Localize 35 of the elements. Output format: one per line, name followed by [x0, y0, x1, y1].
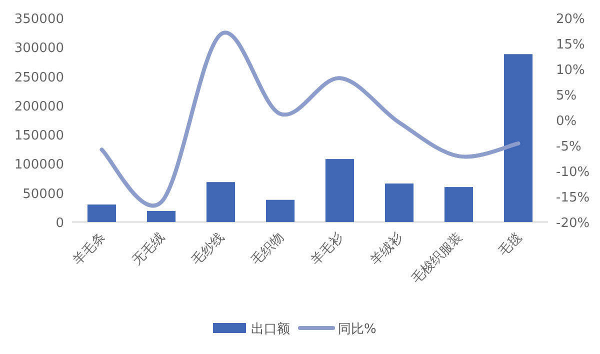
- y-tick-label: 100000: [14, 158, 64, 173]
- bar: [87, 204, 116, 222]
- bar: [504, 54, 533, 222]
- y2-tick-label: -10%: [556, 165, 590, 180]
- y2-tick-label: -5%: [556, 140, 582, 154]
- bar: [206, 182, 236, 222]
- x-tick-label: 羊毛条: [70, 230, 109, 268]
- bar: [444, 187, 474, 222]
- y-tick-label: 150000: [14, 128, 64, 144]
- y2-tick-label: 0%: [556, 114, 577, 129]
- y2-tick-label: -15%: [556, 190, 590, 206]
- legend-label: 出口额: [251, 322, 290, 337]
- x-tick-label: 毛梭织服装: [409, 230, 466, 287]
- x-tick-label: 无毛绒: [130, 230, 168, 268]
- y-tick-label: 300000: [14, 41, 64, 56]
- x-tick-label: 羊绒衫: [368, 230, 406, 268]
- y-tick-label: 350000: [14, 12, 64, 27]
- x-tick-label: 毛毯: [496, 230, 526, 260]
- y2-tick-label: 20%: [556, 12, 585, 27]
- legend-label: 同比%: [338, 322, 376, 337]
- y-tick-label: 250000: [14, 70, 64, 86]
- y-tick-label: 0: [56, 216, 64, 231]
- x-tick-label: 毛纱线: [189, 230, 228, 268]
- x-tick-label: 羊毛衫: [308, 230, 347, 268]
- x-tick-label: 毛织物: [248, 230, 288, 268]
- bar: [325, 159, 354, 222]
- bar: [146, 210, 176, 222]
- y2-tick-label: -20%: [556, 216, 590, 231]
- y2-tick-label: 5%: [556, 88, 577, 104]
- y-tick-label: 50000: [22, 186, 64, 202]
- bar: [384, 184, 414, 222]
- y2-tick-label: 15%: [556, 38, 585, 52]
- y-tick-label: 200000: [14, 99, 64, 114]
- y2-tick-label: 10%: [556, 63, 585, 78]
- bar: [266, 200, 295, 222]
